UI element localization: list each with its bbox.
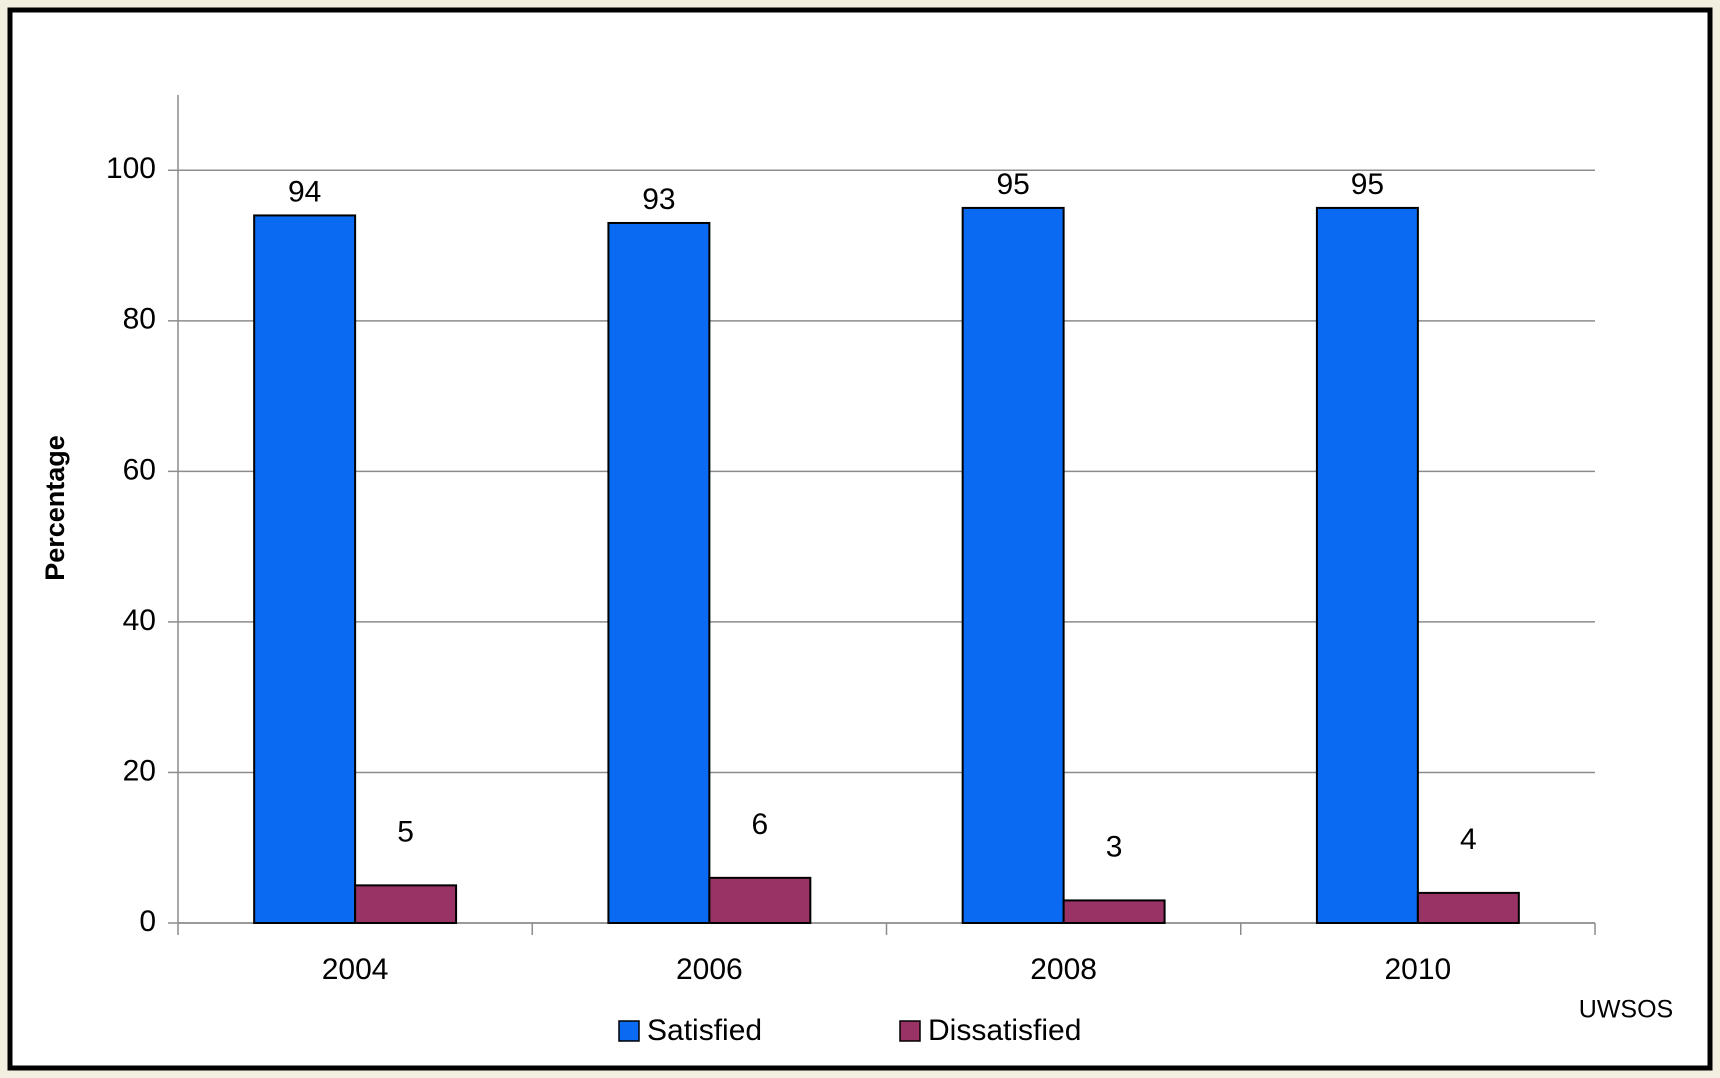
y-axis-label: Percentage bbox=[40, 435, 70, 581]
value-label: 95 bbox=[1351, 168, 1384, 201]
value-label: 6 bbox=[752, 808, 769, 841]
x-tick-label: 2008 bbox=[1030, 953, 1097, 986]
value-label: 4 bbox=[1460, 823, 1477, 856]
source-note: UWSOS bbox=[1579, 996, 1673, 1024]
legend-swatch bbox=[899, 1020, 921, 1042]
legend-label: Satisfied bbox=[647, 1014, 762, 1047]
y-tick-label: 40 bbox=[123, 604, 156, 637]
bar bbox=[961, 206, 1065, 924]
y-tick-label: 60 bbox=[123, 453, 156, 486]
x-tick-label: 2010 bbox=[1385, 953, 1452, 986]
value-label: 93 bbox=[642, 183, 675, 216]
bar bbox=[354, 884, 458, 925]
x-tick-label: 2006 bbox=[676, 953, 743, 986]
legend-swatch bbox=[618, 1020, 640, 1042]
value-label: 5 bbox=[397, 815, 414, 848]
y-tick-label: 0 bbox=[139, 905, 156, 938]
bar bbox=[1416, 891, 1520, 925]
value-label: 95 bbox=[996, 168, 1029, 201]
legend-label: Dissatisfied bbox=[928, 1014, 1081, 1047]
bar bbox=[1315, 206, 1419, 924]
value-label: 3 bbox=[1106, 830, 1123, 863]
bar bbox=[708, 876, 812, 924]
bar bbox=[253, 214, 357, 925]
y-tick-label: 20 bbox=[123, 754, 156, 787]
bar bbox=[607, 221, 711, 925]
value-label: 94 bbox=[288, 175, 321, 208]
x-tick-label: 2004 bbox=[322, 953, 389, 986]
bar bbox=[1062, 899, 1166, 924]
y-tick-label: 80 bbox=[123, 303, 156, 336]
y-tick-label: 100 bbox=[106, 152, 156, 185]
